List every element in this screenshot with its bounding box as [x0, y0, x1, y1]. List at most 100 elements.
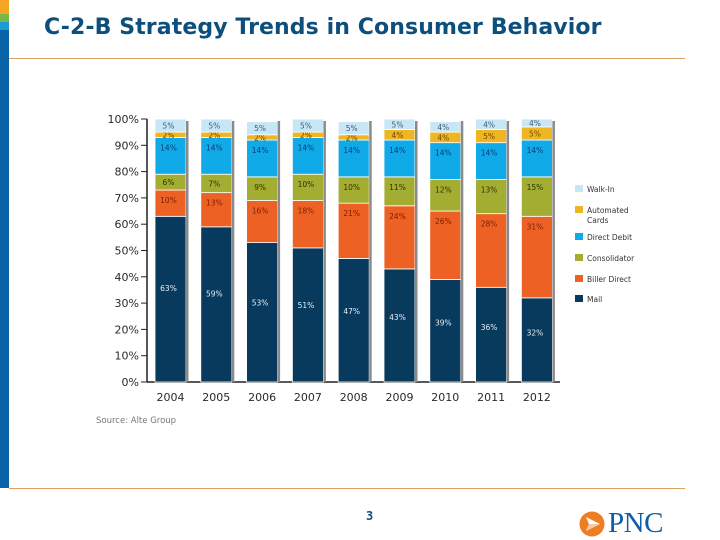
accent-stripe-green [0, 14, 9, 22]
accent-stripe-orange [0, 0, 9, 14]
data-label: 4% [483, 120, 495, 129]
data-label: 14% [481, 149, 498, 158]
data-label: 5% [300, 122, 312, 131]
accent-stripe-lightblue [0, 22, 9, 30]
x-tick-label: 2004 [157, 391, 185, 404]
data-label: 16% [252, 207, 269, 216]
data-label: 2% [254, 133, 266, 142]
bar-segment-direct-debit [200, 137, 233, 175]
data-label: 5% [392, 120, 404, 129]
data-label: 4% [437, 123, 449, 132]
bar-segment-direct-debit [291, 137, 324, 175]
bar-shadow [460, 121, 464, 382]
y-tick-label: 0% [122, 376, 139, 389]
data-label: 5% [208, 122, 220, 131]
data-label: 14% [252, 146, 269, 155]
bar-segment-mail [200, 226, 233, 383]
data-label: 47% [343, 307, 360, 316]
data-label: 15% [527, 183, 544, 192]
x-tick-label: 2010 [431, 391, 459, 404]
data-label: 5% [163, 122, 175, 131]
data-label: 4% [529, 119, 541, 128]
y-tick-label: 50% [115, 245, 139, 258]
data-label: 4% [437, 133, 449, 142]
bar-segment-mail [337, 257, 370, 383]
legend-swatch [575, 233, 583, 240]
bar-segment-mail [154, 215, 187, 383]
page-number: 3 [366, 509, 374, 523]
pnc-logo-text: PNC [608, 507, 663, 539]
bar-shadow [552, 121, 555, 382]
y-tick-label: 70% [115, 192, 139, 205]
data-label: 10% [160, 196, 177, 205]
data-label: 14% [206, 143, 223, 152]
y-tick-label: 40% [115, 271, 139, 284]
data-label: 14% [160, 143, 177, 152]
legend-label: Consolidator [587, 254, 635, 263]
bar-segment-direct-debit [246, 139, 279, 178]
legend-swatch [575, 254, 583, 261]
bar-segment-direct-debit [475, 142, 508, 180]
data-label: 28% [481, 220, 498, 229]
data-label: 59% [206, 290, 223, 299]
data-label: 18% [298, 207, 315, 216]
data-label: 5% [529, 129, 541, 138]
bar-segment-consolidator [475, 179, 508, 215]
legend-label: Walk-In [587, 185, 615, 194]
y-tick-label: 20% [115, 323, 139, 336]
data-label: 39% [435, 319, 452, 328]
legend-label: Cards [587, 216, 609, 225]
bar-segment-biller-direct [475, 213, 508, 288]
bar-segment-biller-direct [246, 200, 279, 244]
data-label: 5% [254, 124, 266, 133]
bar-segment-biller-direct [383, 205, 416, 270]
bar-segment-biller-direct [521, 215, 553, 299]
data-label: 2% [346, 133, 358, 142]
data-label: 2% [163, 131, 175, 140]
data-label: 14% [435, 149, 452, 158]
x-tick-label: 2011 [477, 391, 505, 404]
data-label: 24% [389, 212, 406, 221]
bar-segment-mail [291, 247, 324, 383]
data-label: 21% [343, 209, 360, 218]
data-label: 14% [298, 143, 315, 152]
bar-segment-mail [383, 268, 416, 383]
legend-label: Mail [587, 295, 602, 304]
data-label: 14% [343, 146, 360, 155]
data-label: 51% [298, 301, 315, 310]
data-label: 43% [389, 313, 406, 322]
bar-shadow [186, 121, 189, 382]
y-tick-label: 80% [115, 166, 139, 179]
data-label: 4% [392, 131, 404, 140]
legend-swatch [575, 275, 583, 282]
y-tick-label: 100% [108, 113, 139, 126]
accent-stripe-blue [0, 30, 9, 488]
legend-label: Automated [587, 206, 629, 215]
legend-swatch [575, 206, 583, 213]
data-label: 26% [435, 217, 452, 226]
data-label: 12% [435, 185, 452, 194]
bar-segment-direct-debit [383, 139, 416, 178]
bar-shadow [506, 121, 510, 382]
bar-segment-consolidator [291, 173, 324, 201]
bar-shadow [323, 121, 326, 382]
data-label: 14% [527, 146, 544, 155]
data-label: 2% [300, 131, 312, 140]
bar-segment-mail [521, 297, 553, 383]
slide-title: C-2-B Strategy Trends in Consumer Behavi… [44, 15, 602, 40]
data-label: 10% [343, 183, 360, 192]
legend-label: Biller Direct [587, 275, 631, 284]
bar-shadow [369, 121, 372, 382]
data-label: 10% [298, 180, 315, 189]
pnc-logo: PNC [578, 507, 663, 540]
data-label: 5% [483, 132, 495, 141]
bar-shadow [231, 121, 235, 382]
bar-segment-direct-debit [429, 142, 462, 180]
bar-segment-mail [475, 286, 508, 383]
data-label: 13% [206, 199, 223, 208]
data-label: 11% [389, 183, 406, 192]
chart-source: Source: Alte Group [96, 416, 176, 426]
data-label: 63% [160, 284, 177, 293]
x-tick-label: 2009 [386, 391, 414, 404]
